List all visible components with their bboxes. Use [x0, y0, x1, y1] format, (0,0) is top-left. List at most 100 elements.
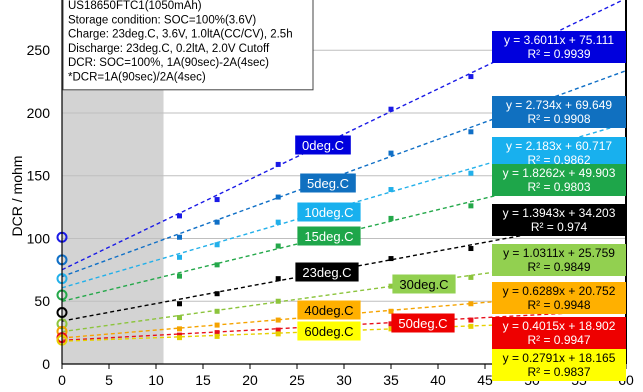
equation-text: y = 0.4015x + 18.902	[503, 319, 616, 333]
data-point	[388, 215, 394, 221]
series-labels: 0deg.C 5deg.C 10deg.C 15deg.C 23deg.C 30deg.C…	[295, 135, 456, 341]
x-tick-label: 5	[105, 372, 113, 388]
data-point	[468, 274, 474, 280]
r-squared-text: R² = 0.9837	[527, 365, 590, 379]
condition-line: DCR: SOC=100%, 1A(90sec)-2A(4sec)	[68, 57, 269, 69]
data-point	[275, 317, 281, 323]
x-tick-label: 40	[430, 372, 446, 388]
data-point	[275, 331, 281, 337]
series-label: 0deg.C	[302, 138, 344, 153]
equation-text: y = 3.6011x + 75.111	[504, 33, 614, 47]
data-point	[275, 243, 281, 249]
equation-box	[492, 244, 626, 276]
series-label-box	[297, 321, 361, 341]
r-squared-text: R² = 0.9908	[527, 112, 590, 126]
data-point	[214, 197, 220, 203]
y-tick-labels: 0 50 100 150 200 250	[27, 42, 51, 372]
data-point	[468, 246, 474, 252]
y-tick-label: 50	[34, 293, 50, 309]
data-point	[214, 291, 220, 297]
x-tick-label: 10	[148, 372, 164, 388]
series-label-box	[391, 313, 455, 333]
data-point	[214, 322, 220, 328]
equation-box	[492, 164, 626, 196]
equation-box	[492, 282, 626, 314]
r-squared-text: R² = 0.9947	[527, 333, 590, 347]
data-point	[214, 333, 220, 339]
series-label-box	[297, 202, 361, 222]
data-point	[177, 273, 182, 279]
series-label-box	[297, 300, 361, 320]
equation-text: y = 0.6289x + 20.752	[503, 284, 616, 298]
data-point	[388, 256, 394, 262]
series-label: 23deg.C	[302, 265, 351, 280]
data-point	[388, 187, 394, 193]
condition-line: Discharge: 23deg.C, 0.2ltA, 2.0V Cutoff	[68, 43, 270, 55]
r-squared-text: R² = 0.9939	[527, 47, 590, 61]
data-point	[214, 330, 220, 336]
data-point	[388, 321, 394, 327]
series-label: 15deg.C	[304, 229, 353, 244]
y-tick-label: 100	[27, 230, 51, 246]
series-label: 50deg.C	[398, 316, 447, 331]
data-point	[468, 74, 474, 80]
equation-text: y = 0.2791x + 18.165	[503, 351, 616, 365]
data-point	[177, 213, 182, 219]
r-squared-text: R² = 0.974	[531, 220, 588, 234]
data-point	[388, 283, 394, 289]
trend-line	[61, 253, 627, 333]
y-tick-label: 250	[27, 42, 51, 58]
data-point	[468, 129, 474, 135]
data-point	[275, 194, 281, 200]
equation-box	[492, 204, 626, 236]
data-point	[388, 106, 394, 112]
data-point	[177, 254, 182, 260]
condition-line: Charge: 23deg.C, 3.6V, 1.0ltA(CC/CV), 2.…	[68, 29, 293, 41]
conditions-box: US18650FTC1(1050mAh) Storage condition: S…	[62, 0, 314, 91]
series-label: 30deg.C	[399, 277, 448, 292]
series-label-box	[300, 173, 356, 193]
series-label: 5deg.C	[307, 176, 349, 191]
data-point	[177, 335, 182, 341]
condition-line: *DCR=1A(90sec)/2A(4sec)	[68, 72, 206, 84]
equation-box	[492, 31, 626, 63]
x-tick-label: 45	[477, 372, 493, 388]
x-tick-label: 0	[58, 372, 66, 388]
condition-line: Storage condition: SOC=100%(3.6V)	[68, 14, 256, 26]
r-squared-text: R² = 0.9948	[527, 298, 590, 312]
data-point	[275, 276, 281, 282]
series-label: 40deg.C	[304, 303, 353, 318]
series-label: 10deg.C	[304, 205, 353, 220]
conditions-box-frame	[62, 0, 314, 91]
data-point	[177, 315, 182, 321]
equation-box	[492, 96, 626, 128]
equation-text: y = 1.8262x + 49.903	[503, 166, 616, 180]
equation-box	[492, 317, 626, 349]
data-point	[275, 161, 281, 167]
series-label-box	[295, 135, 351, 155]
y-tick-label: 200	[27, 105, 51, 121]
data-point	[177, 301, 182, 307]
x-tick-label: 15	[195, 372, 211, 388]
equation-box	[492, 349, 626, 381]
series-label-box	[295, 262, 359, 282]
data-point	[214, 308, 220, 314]
equation-box	[492, 137, 626, 169]
data-point	[177, 326, 182, 332]
data-point	[468, 170, 474, 176]
data-point	[275, 219, 281, 225]
data-point	[468, 323, 474, 329]
equation-text: y = 1.3943x + 34.203	[503, 206, 616, 220]
equation-text: y = 2.183x + 60.717	[506, 139, 612, 153]
y-tick-label: 0	[42, 356, 50, 372]
data-point	[388, 326, 394, 332]
x-tick-label: 20	[242, 372, 258, 388]
data-point	[214, 219, 220, 225]
condition-line: US18650FTC1(1050mAh)	[68, 0, 202, 12]
data-point	[388, 308, 394, 314]
series-label: 60deg.C	[304, 324, 353, 339]
series-label-box	[392, 274, 456, 294]
data-point	[468, 203, 474, 209]
